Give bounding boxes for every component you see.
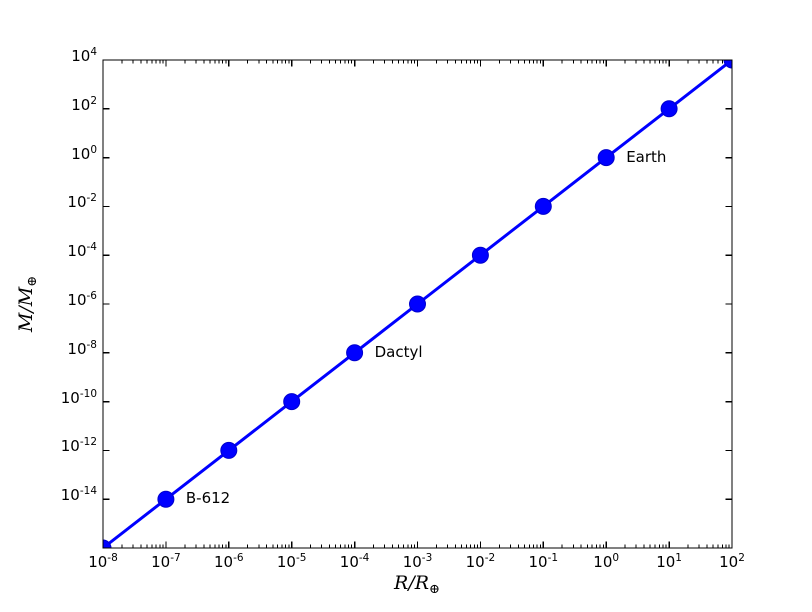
annotation-earth: Earth <box>626 147 667 166</box>
data-series <box>103 60 732 548</box>
x-tick-label: 10-3 <box>402 552 433 571</box>
x-tick-label: 10-5 <box>276 552 307 571</box>
y-tick-label: 10-8 <box>67 338 97 358</box>
data-point <box>723 60 732 69</box>
x-axis-label: R/R⊕ <box>357 572 477 597</box>
data-point <box>534 197 552 215</box>
y-tick-label: 10-14 <box>60 485 97 505</box>
data-point <box>660 100 678 118</box>
y-tick-label: 10-12 <box>60 436 97 456</box>
x-tick-label: 10-7 <box>151 552 181 571</box>
annotation-dactyl: Dactyl <box>374 342 423 361</box>
data-point <box>103 539 112 548</box>
x-tick-label: 102 <box>719 552 745 571</box>
data-point <box>409 295 426 313</box>
x-tick-label: 101 <box>656 552 682 571</box>
x-axis-label-text: R/R <box>394 572 430 594</box>
y-tick-label: 10-10 <box>60 387 97 407</box>
y-axis-label: M/M⊕ <box>15 244 41 364</box>
data-point <box>283 393 301 411</box>
axes-frame <box>102 59 733 549</box>
annotation-b-612: B-612 <box>185 489 231 508</box>
y-tick-label: 102 <box>71 94 97 114</box>
x-tick-label: 10-2 <box>465 552 496 571</box>
y-tick-label: 100 <box>71 143 97 163</box>
data-point <box>597 149 615 167</box>
data-point <box>157 490 175 508</box>
data-point <box>471 246 489 264</box>
earth-symbol-subscript: ⊕ <box>25 275 40 287</box>
x-tick-label: 10-1 <box>528 552 559 571</box>
y-tick-label: 10-4 <box>67 241 97 261</box>
y-tick-label: 10-2 <box>67 192 97 212</box>
x-tick-label: 10-8 <box>88 552 118 571</box>
x-tick-label: 10-6 <box>214 552 244 571</box>
x-tick-label: 100 <box>593 552 620 571</box>
y-tick-label: 10-6 <box>67 290 97 309</box>
data-point <box>346 344 364 362</box>
y-axis-label-text: M/M <box>15 286 37 333</box>
earth-symbol-subscript: ⊕ <box>429 582 440 597</box>
x-tick-label: 10-4 <box>339 552 370 571</box>
data-point <box>220 441 238 459</box>
y-tick-label: 104 <box>71 46 97 65</box>
